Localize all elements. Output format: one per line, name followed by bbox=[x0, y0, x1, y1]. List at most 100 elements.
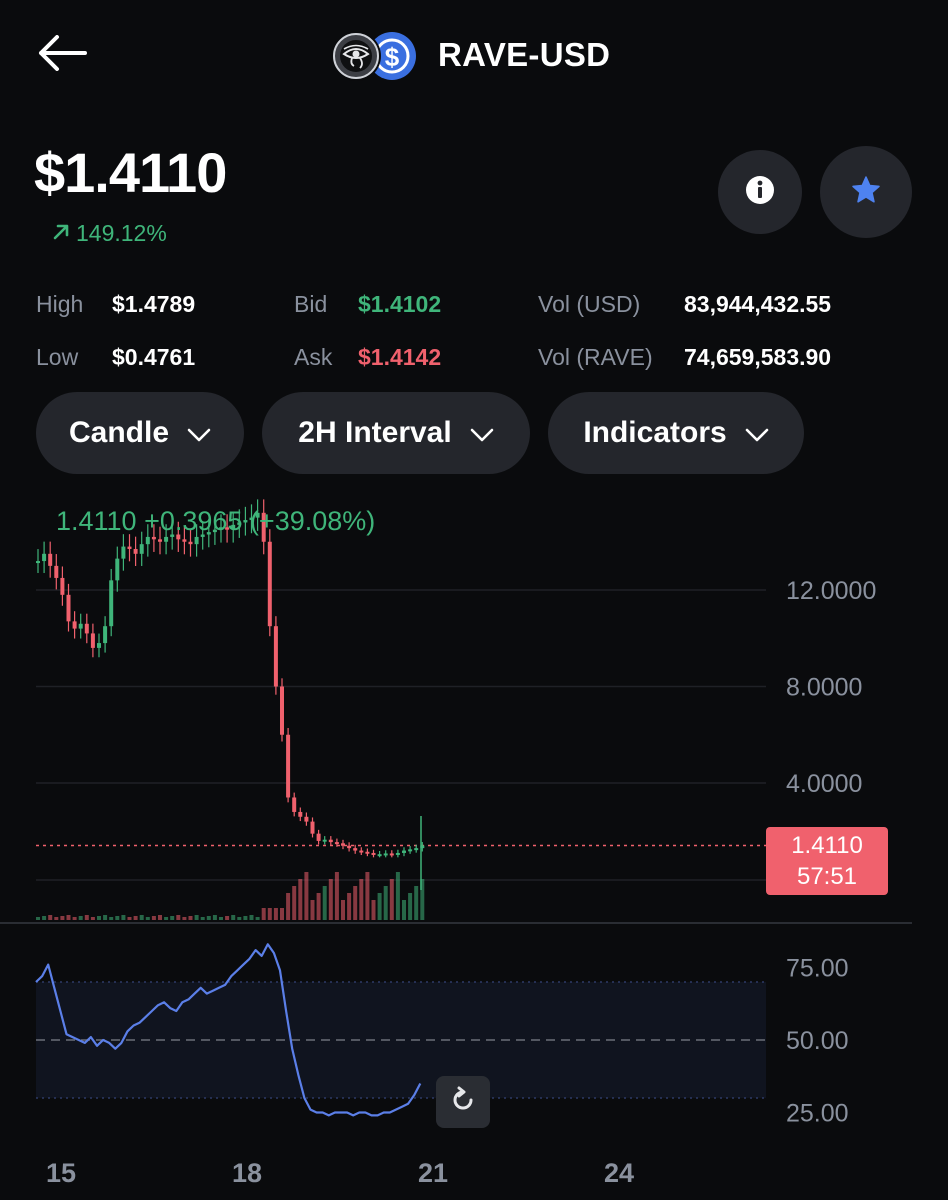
candle-body bbox=[176, 534, 181, 540]
volume-bar bbox=[151, 916, 156, 920]
candle-body bbox=[42, 553, 47, 562]
candle-body bbox=[298, 811, 303, 817]
volume-bar bbox=[328, 879, 333, 920]
candle-body bbox=[194, 536, 199, 545]
candle-body bbox=[139, 544, 144, 554]
interval-label: 2H Interval bbox=[298, 416, 452, 449]
volume-bar bbox=[170, 916, 175, 920]
chart-type-dropdown[interactable]: Candle bbox=[36, 392, 244, 474]
volume-bar bbox=[316, 893, 321, 920]
volume-bar bbox=[292, 886, 297, 920]
candle-body bbox=[170, 534, 175, 537]
high-label: High bbox=[36, 291, 84, 317]
arrow-up-right-icon bbox=[52, 220, 70, 247]
volume-bar bbox=[176, 915, 181, 920]
candle-body bbox=[408, 849, 413, 852]
volume-bar bbox=[145, 917, 150, 920]
candle-body bbox=[78, 623, 83, 629]
volume-bar bbox=[72, 917, 77, 920]
vol-usd-label: Vol (USD) bbox=[538, 291, 641, 317]
volume-bar bbox=[212, 915, 217, 920]
volume-bar bbox=[310, 900, 315, 920]
candle-body bbox=[54, 565, 59, 578]
rsi-line bbox=[35, 943, 422, 1117]
indicators-dropdown[interactable]: Indicators bbox=[548, 392, 804, 474]
rsi-tick-label: 25.00 bbox=[786, 1100, 849, 1128]
candle-body bbox=[48, 553, 53, 566]
price-tick-label: 4.0000 bbox=[786, 770, 862, 798]
volume-bar bbox=[133, 916, 138, 920]
candle-body bbox=[84, 623, 89, 634]
chevron-down-icon bbox=[470, 416, 494, 450]
date-tick: 21 bbox=[418, 1158, 449, 1188]
volume-bar bbox=[66, 915, 71, 920]
vol-rave-value: 74,659,583.90 bbox=[684, 344, 832, 370]
volume-bar bbox=[60, 916, 65, 920]
candle-body bbox=[267, 541, 272, 627]
price-chart[interactable]: 12.0000 8.0000 4.0000 75.00 50.00 25.00 bbox=[0, 480, 948, 1200]
volume-bar bbox=[219, 917, 223, 920]
volume-bar bbox=[280, 908, 284, 920]
candle-body bbox=[371, 852, 376, 855]
candle-body bbox=[292, 797, 297, 812]
candle-body bbox=[188, 541, 193, 545]
rsi-tick-label: 75.00 bbox=[786, 955, 849, 983]
star-icon bbox=[851, 175, 881, 210]
candle-body bbox=[158, 539, 162, 542]
candle-body bbox=[72, 621, 77, 629]
candle-body bbox=[109, 580, 114, 627]
candle-body bbox=[255, 512, 260, 518]
candle-body bbox=[420, 845, 425, 849]
volume-bar bbox=[322, 886, 327, 920]
candle-body bbox=[402, 850, 406, 853]
candle-body bbox=[383, 853, 388, 856]
volume-bar bbox=[48, 915, 53, 920]
candle-body bbox=[97, 643, 101, 648]
volume-bar bbox=[237, 917, 242, 920]
volume-bar bbox=[109, 917, 114, 920]
volume-bar bbox=[36, 917, 40, 920]
candle-body bbox=[60, 577, 65, 595]
back-button[interactable] bbox=[34, 30, 90, 80]
volume-bar bbox=[371, 900, 376, 920]
volume-bar bbox=[377, 893, 382, 920]
candle-body bbox=[316, 833, 321, 841]
ask-value: $1.4142 bbox=[358, 344, 442, 370]
ohlc-readout: 1.4110 +0.3965 (+39.08%) bbox=[56, 506, 376, 536]
reset-zoom-button[interactable] bbox=[436, 1076, 490, 1128]
chevron-down-icon bbox=[745, 416, 769, 450]
volume-bar bbox=[200, 917, 205, 920]
candle-body bbox=[219, 527, 223, 530]
vol-rave-label: Vol (RAVE) bbox=[538, 344, 653, 370]
candle-body bbox=[127, 546, 132, 549]
volume-bar bbox=[54, 917, 59, 920]
volume-bar bbox=[139, 915, 144, 920]
volume-bar bbox=[97, 916, 101, 920]
volume-bar bbox=[383, 886, 388, 920]
candle-body bbox=[389, 853, 394, 856]
candle-body bbox=[249, 517, 254, 521]
volume-bar bbox=[414, 886, 419, 920]
candle-body bbox=[151, 536, 156, 540]
volume-bar bbox=[347, 893, 352, 920]
candle-body bbox=[310, 821, 315, 834]
volume-bar bbox=[243, 916, 248, 920]
candle-body bbox=[212, 529, 217, 533]
info-button[interactable] bbox=[718, 150, 802, 234]
volume-bar bbox=[341, 900, 345, 920]
candle-body bbox=[341, 843, 345, 846]
candle-body bbox=[243, 520, 248, 523]
watchlist-button[interactable] bbox=[820, 146, 912, 238]
current-price-tag: 1.4110 57:51 bbox=[766, 827, 888, 895]
volume-bar bbox=[420, 879, 425, 920]
volume-bar bbox=[42, 916, 47, 920]
volume-bar bbox=[353, 886, 358, 920]
volume-bar bbox=[365, 872, 370, 920]
interval-dropdown[interactable]: 2H Interval bbox=[262, 392, 530, 474]
volume-bar bbox=[164, 917, 169, 920]
volume-bar bbox=[78, 916, 83, 920]
price-tick-label: 8.0000 bbox=[786, 674, 862, 702]
candle-body bbox=[377, 854, 382, 857]
candle-body bbox=[90, 633, 95, 648]
info-icon bbox=[745, 175, 775, 210]
